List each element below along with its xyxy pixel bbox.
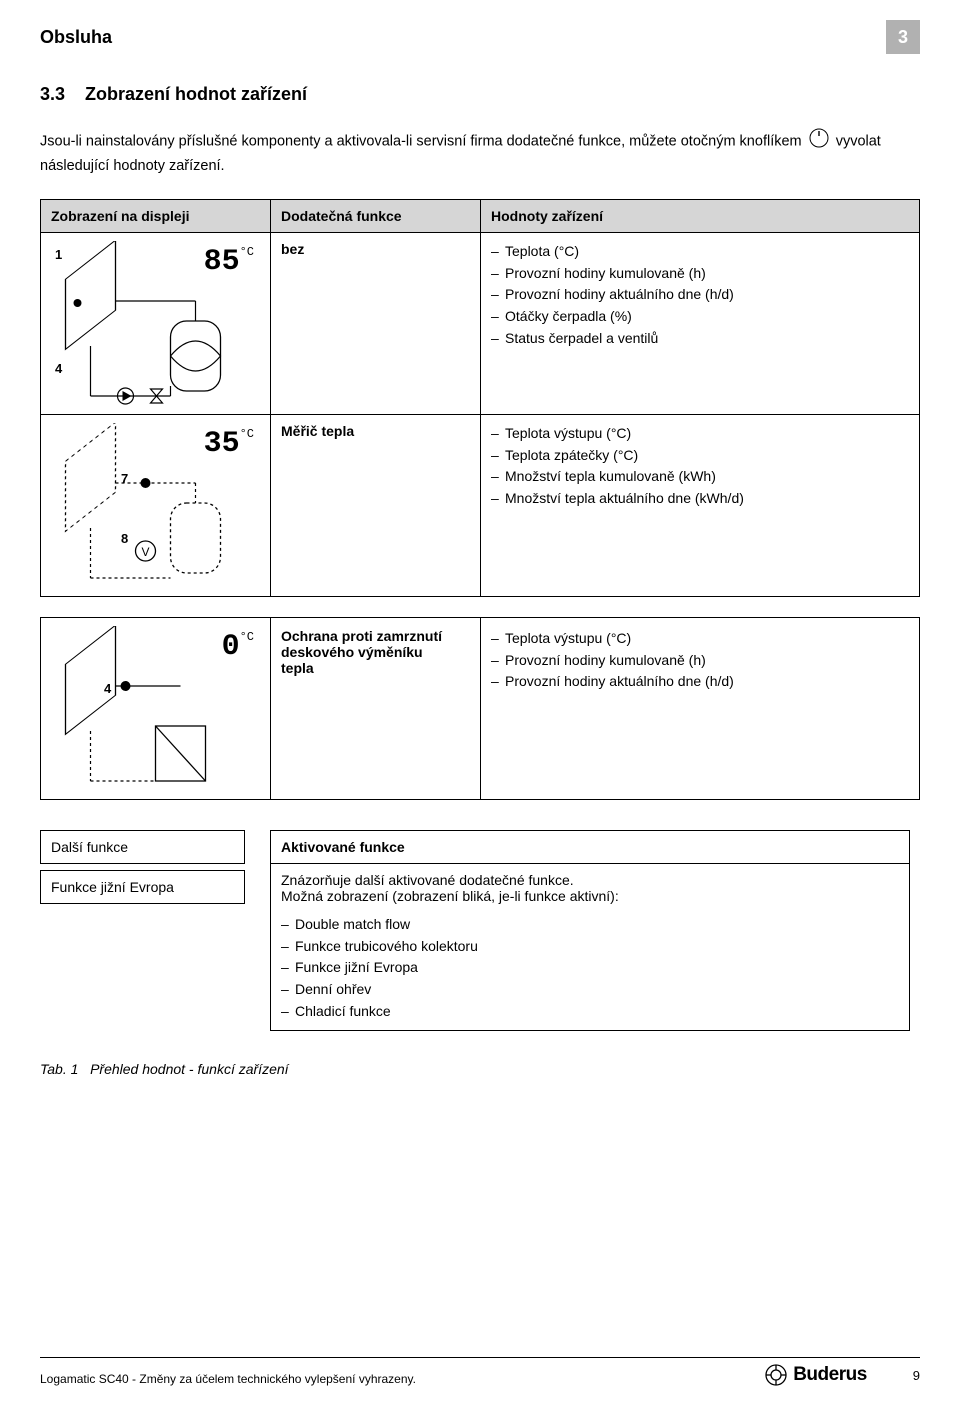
diagram-label: 7 [121,471,128,486]
lcd-readout-2: 35°C [204,427,254,461]
lcd-readout-1: 85°C [204,245,254,279]
brand-name: Buderus [793,1364,867,1386]
table-row: Další funkce Funkce jižní Evropa Aktivov… [40,820,920,1041]
left-boxes-cell: Další funkce Funkce jižní Evropa [40,820,270,1041]
list-item: Chladicí funkce [281,1001,899,1023]
activated-desc-2: Možná zobrazení (zobrazení bliká, je-li … [281,888,619,904]
tertiary-table: Další funkce Funkce jižní Evropa Aktivov… [40,820,920,1041]
page-badge: 3 [886,20,920,54]
page-footer: Logamatic SC40 - Změny za účelem technic… [40,1357,920,1386]
lcd-readout-3: 0°C [222,630,254,664]
table-row: 35°C 7 8 V Měřič tepla [41,415,920,597]
func-cell-1: bez [271,233,481,415]
list-item: Teplota výstupu (°C) [491,628,909,650]
activated-heading: Aktivované funkce [281,839,405,855]
brand-block: Buderus 9 [765,1364,920,1386]
reading-value: 85 [204,245,240,279]
list-item: Provozní hodiny aktuálního dne (h/d) [491,671,909,693]
right-text-cell: Aktivované funkce Znázorňuje další aktiv… [270,820,920,1041]
list-item: Otáčky čerpadla (%) [491,306,909,328]
list-item: Double match flow [281,914,899,936]
caption-label: Tab. 1 [40,1061,78,1077]
th-func: Dodatečná funkce [271,200,481,233]
section-heading: 3.3 Zobrazení hodnot zařízení [40,84,920,105]
func-line: Ochrana proti zamrznutí [281,628,442,644]
section-number: 3.3 [40,84,65,104]
diagram-cell-3: 0°C 4 [41,618,271,800]
intro-text-1: Jsou-li nainstalovány příslušné komponen… [40,133,802,149]
table-row: 1 85°C [41,233,920,415]
main-table: Zobrazení na displeji Dodatečná funkce H… [40,199,920,597]
reading-unit: °C [240,427,254,441]
activated-desc-1: Znázorňuje další aktivované dodatečné fu… [281,872,574,888]
diagram-label: 4 [104,681,111,696]
values-cell-3: Teplota výstupu (°C) Provozní hodiny kum… [481,618,920,800]
diagram-label: 8 [121,531,128,546]
th-values: Hodnoty zařízení [481,200,920,233]
reading-value: 35 [204,427,240,461]
list-item: Status čerpadel a ventilů [491,328,909,350]
page-section-title: Obsluha [40,27,112,48]
page-number: 9 [913,1368,920,1383]
svg-text:V: V [141,545,149,559]
func-line: tepla [281,660,314,676]
list-item: Provozní hodiny kumulovaně (h) [491,263,909,285]
footer-text: Logamatic SC40 - Změny za účelem technic… [40,1372,416,1386]
func-cell-2: Měřič tepla [271,415,481,597]
section-title-text: Zobrazení hodnot zařízení [85,84,307,104]
list-item: Provozní hodiny aktuálního dne (h/d) [491,284,909,306]
th-display: Zobrazení na displeji [41,200,271,233]
list-item: Denní ohřev [281,979,899,1001]
caption-text: Přehled hodnot - funkcí zařízení [90,1061,288,1077]
list-item: Množství tepla aktuálního dne (kWh/d) [491,488,909,510]
dial-icon [808,127,830,156]
list-item: Teplota (°C) [491,241,909,263]
list-item: Teplota výstupu (°C) [491,423,909,445]
list-item: Provozní hodiny kumulovaně (h) [491,650,909,672]
intro-paragraph: Jsou-li nainstalovány příslušné komponen… [40,127,920,177]
reading-value: 0 [222,630,240,664]
list-item: Množství tepla kumulovaně (kWh) [491,466,909,488]
function-box-2: Funkce jižní Evropa [40,870,245,904]
reading-unit: °C [240,630,254,644]
diagram-cell-1: 1 85°C [41,233,271,415]
table-row: 0°C 4 Ochrana proti zamrznutí deskového … [41,618,920,800]
reading-unit: °C [240,245,254,259]
table-caption: Tab. 1 Přehled hodnot - funkcí zařízení [40,1061,920,1077]
list-item: Funkce jižní Evropa [281,957,899,979]
diagram-cell-2: 35°C 7 8 V [41,415,271,597]
diagram-label: 4 [55,361,62,376]
function-box-1: Další funkce [40,830,245,864]
values-cell-2: Teplota výstupu (°C) Teplota zpátečky (°… [481,415,920,597]
func-cell-3: Ochrana proti zamrznutí deskového výmění… [271,618,481,800]
values-cell-1: Teplota (°C) Provozní hodiny kumulovaně … [481,233,920,415]
list-item: Teplota zpátečky (°C) [491,445,909,467]
func-line: deskového výměníku [281,644,423,660]
brand-logo-icon [765,1364,787,1386]
diagram-label: 1 [55,247,62,262]
list-item: Funkce trubicového kolektoru [281,936,899,958]
secondary-table: 0°C 4 Ochrana proti zamrznutí deskového … [40,617,920,800]
